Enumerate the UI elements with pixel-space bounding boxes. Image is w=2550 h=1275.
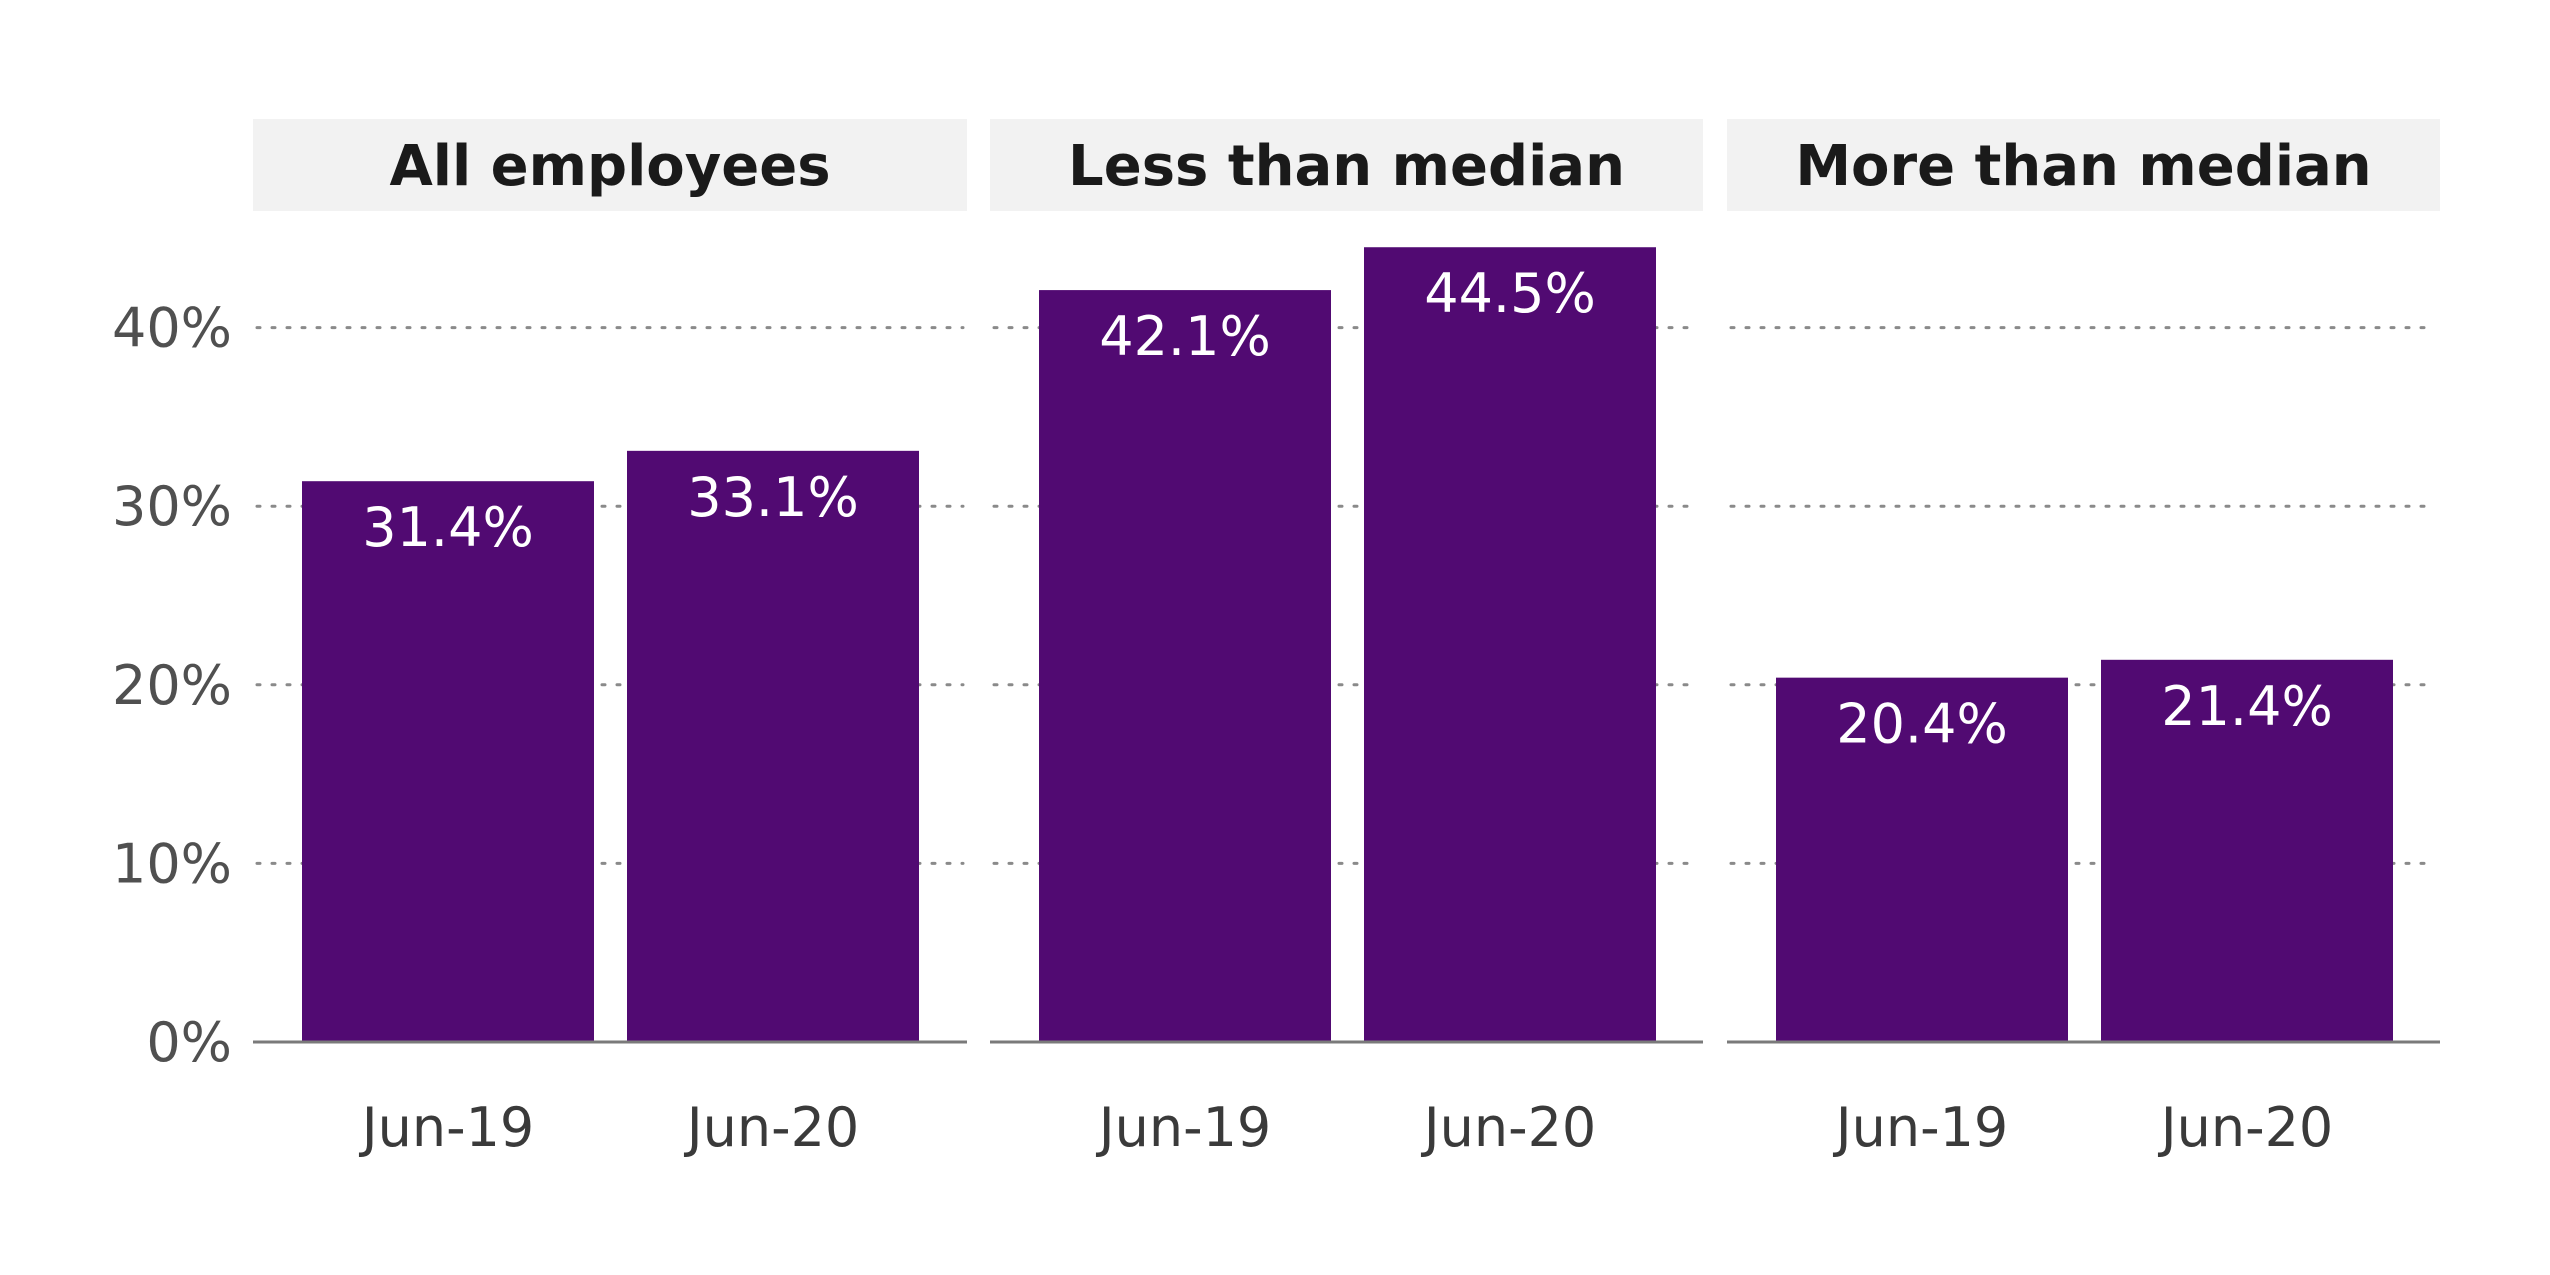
y-tick-label: 0% <box>146 1011 232 1074</box>
bar <box>1776 677 2068 1042</box>
panel-header-background <box>1727 119 2440 211</box>
x-tick-label: Jun-19 <box>1096 1096 1272 1159</box>
bar-value-label: 42.1% <box>1099 305 1271 368</box>
x-tick-label: Jun-19 <box>359 1096 535 1159</box>
panel-title: More than median <box>1795 134 2371 199</box>
panel-header-background <box>253 119 967 211</box>
bar-value-label: 33.1% <box>687 466 859 529</box>
bar-value-label: 44.5% <box>1424 262 1596 325</box>
y-tick-label: 40% <box>112 297 232 360</box>
bar-value-label: 20.4% <box>1836 693 2008 756</box>
bar <box>1364 247 1656 1043</box>
bar-value-label: 21.4% <box>2161 675 2333 738</box>
bar <box>302 481 594 1042</box>
y-tick-label: 20% <box>112 654 232 717</box>
bar <box>2101 659 2393 1042</box>
chart-panel: More than median 20.4% Jun-19 21.4% Jun-20 <box>1727 119 2440 1159</box>
bar-value-label: 31.4% <box>362 496 534 559</box>
y-tick-label: 10% <box>112 832 232 895</box>
chart-panel: Less than median 42.1% Jun-19 44.5% Jun-20 <box>990 119 1703 1159</box>
x-tick-label: Jun-19 <box>1833 1096 2009 1159</box>
chart-panels: All employees31.4%Jun-1933.1%Jun-20Less … <box>253 119 2440 1159</box>
panel-title: All employees <box>389 134 830 199</box>
bar <box>1039 290 1331 1042</box>
y-tick-label: 30% <box>112 475 232 538</box>
chart-panel: All employees 31.4% Jun-19 33.1% Jun-20 <box>253 119 967 1159</box>
y-axis: 0% 10% 20% 30% 40% <box>112 297 232 1074</box>
x-tick-label: Jun-20 <box>2158 1096 2334 1159</box>
panel-header-background <box>990 119 1703 211</box>
bar <box>627 450 919 1043</box>
x-tick-label: Jun-20 <box>1421 1096 1597 1159</box>
panel-title: Less than median <box>1068 134 1625 199</box>
x-tick-label: Jun-20 <box>684 1096 860 1159</box>
